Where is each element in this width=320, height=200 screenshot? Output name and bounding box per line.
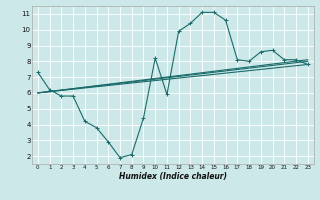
X-axis label: Humidex (Indice chaleur): Humidex (Indice chaleur) [119,172,227,181]
